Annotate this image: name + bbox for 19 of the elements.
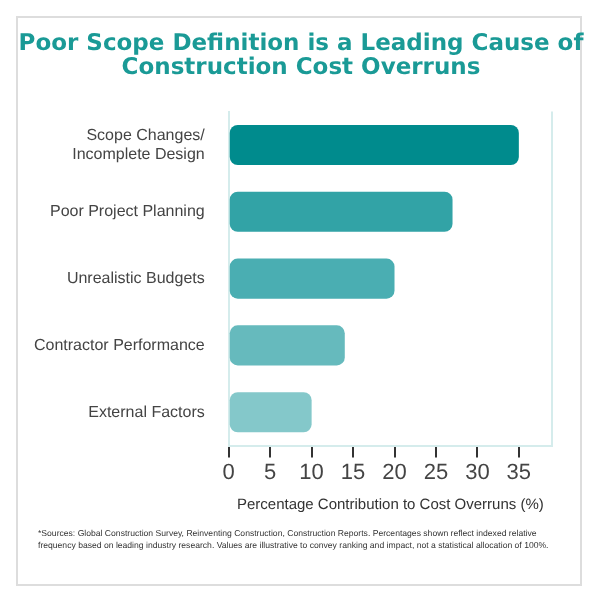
x-tick-label: 30	[465, 460, 490, 485]
bar	[229, 392, 312, 433]
x-tick-label: 10	[299, 460, 324, 485]
bar	[229, 325, 345, 366]
y-tick-label: External Factors	[88, 402, 205, 421]
bar	[229, 191, 453, 232]
bar	[229, 258, 395, 299]
y-tick-label: Poor Project Planning	[49, 202, 205, 221]
bar	[229, 124, 519, 166]
chart-title: Poor Scope Definition is a Leading Cause of Construction Cost Overruns	[18, 28, 584, 80]
y-tick-label: Unrealistic Budgets	[66, 269, 205, 288]
y-tick-label: Scope Changes/ Incomplete Design	[72, 125, 207, 164]
y-tick-label: Contractor Performance	[33, 335, 206, 354]
x-tick-label: 25	[423, 460, 449, 485]
x-tick-label: 20	[382, 460, 407, 485]
x-tick-label: 15	[340, 460, 366, 485]
x-tick-label: 0	[222, 460, 235, 485]
x-tick-label: 35	[506, 460, 532, 485]
x-tick-label: 5	[264, 460, 277, 485]
